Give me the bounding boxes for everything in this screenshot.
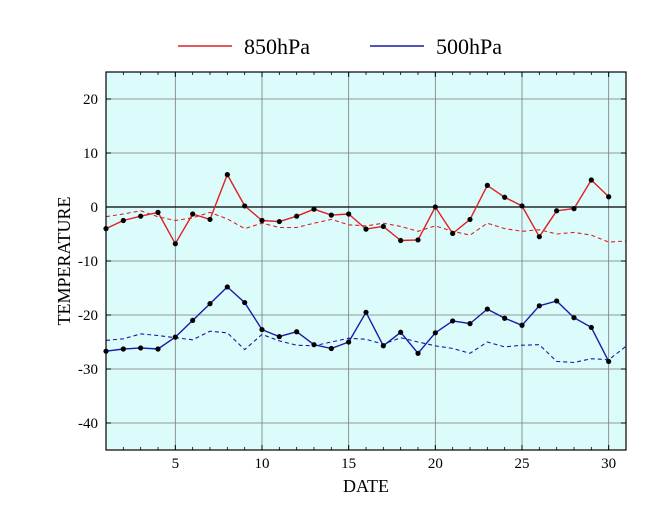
data-point	[484, 182, 490, 188]
data-point	[190, 317, 196, 323]
data-point	[207, 301, 213, 307]
data-point	[536, 303, 542, 309]
data-point	[606, 194, 612, 200]
data-point	[571, 206, 577, 212]
y-tick-label: 0	[91, 200, 99, 216]
data-point	[242, 203, 248, 209]
data-point	[432, 330, 438, 336]
data-point	[450, 318, 456, 324]
data-point	[120, 217, 126, 224]
data-point	[328, 345, 334, 352]
data-point	[259, 326, 265, 333]
data-point	[571, 315, 577, 321]
data-point	[380, 223, 386, 230]
series-dashed-0	[105, 210, 627, 243]
axis-ticks: 5 10 15 20 25 30 20 10 0 -10 -20 -30 -40	[78, 72, 627, 472]
legend-label: 500hPa	[436, 34, 502, 59]
data-point	[502, 194, 508, 200]
data-point	[606, 358, 612, 365]
data-point	[450, 230, 456, 237]
data-point	[484, 306, 490, 312]
x-tick-label: 30	[601, 456, 616, 472]
data-point	[467, 321, 473, 327]
data-point	[363, 309, 369, 315]
x-axis-label: DATE	[343, 476, 389, 496]
data-point	[138, 213, 144, 219]
data-point	[588, 324, 594, 331]
data-point	[224, 172, 230, 178]
data-point	[311, 342, 317, 348]
data-point	[120, 346, 126, 352]
data-point	[502, 315, 508, 321]
x-tick-label: 5	[172, 456, 180, 472]
series-line	[105, 286, 610, 362]
y-tick-label: 10	[83, 146, 98, 162]
y-tick-label: -30	[78, 362, 98, 378]
series-layer	[103, 172, 627, 365]
data-point	[554, 298, 560, 304]
data-point	[224, 284, 230, 290]
data-point	[519, 203, 525, 209]
data-point	[363, 226, 369, 232]
x-tick-label: 20	[428, 456, 443, 472]
legend-label: 850hPa	[244, 34, 310, 59]
grid-lines	[106, 72, 626, 450]
data-point	[172, 334, 178, 340]
data-point	[398, 329, 404, 335]
legend: 850hPa 500hPa	[178, 34, 502, 59]
data-point	[380, 343, 386, 349]
data-point	[588, 177, 594, 183]
series-line	[105, 173, 610, 245]
data-point	[207, 216, 213, 223]
y-tick-label: -20	[78, 308, 98, 324]
x-tick-label: 15	[341, 456, 356, 472]
data-point	[415, 237, 421, 243]
data-point	[311, 206, 317, 212]
data-point	[172, 241, 178, 247]
series-500hpa	[103, 284, 612, 365]
data-point	[190, 211, 196, 217]
legend-item-850hpa: 850hPa	[178, 34, 310, 59]
data-point	[294, 329, 300, 335]
data-point	[536, 234, 542, 240]
series-850hpa	[103, 172, 612, 247]
data-point	[519, 322, 525, 328]
series-line	[105, 210, 627, 243]
data-point	[328, 212, 334, 218]
y-tick-label: -40	[78, 416, 98, 432]
x-tick-label: 25	[515, 456, 530, 472]
data-point	[415, 350, 421, 356]
data-point	[276, 334, 282, 340]
data-point	[346, 339, 352, 345]
series-line	[105, 330, 627, 364]
data-point	[398, 237, 404, 244]
data-point	[346, 211, 352, 217]
legend-item-500hpa: 500hPa	[370, 34, 502, 59]
data-point	[259, 217, 265, 224]
y-tick-label: -10	[78, 254, 98, 270]
y-tick-label: 20	[83, 92, 98, 108]
y-axis-label: TEMPERATURE	[54, 196, 74, 325]
data-point	[276, 218, 282, 225]
series-dashed-1	[105, 330, 627, 364]
data-point	[155, 346, 161, 352]
data-point	[155, 209, 161, 215]
x-tick-label: 10	[255, 456, 270, 472]
data-point	[242, 299, 248, 306]
data-point	[554, 208, 560, 214]
data-point	[294, 213, 300, 219]
data-point	[432, 204, 438, 210]
data-point	[138, 345, 144, 351]
data-point	[467, 216, 473, 223]
